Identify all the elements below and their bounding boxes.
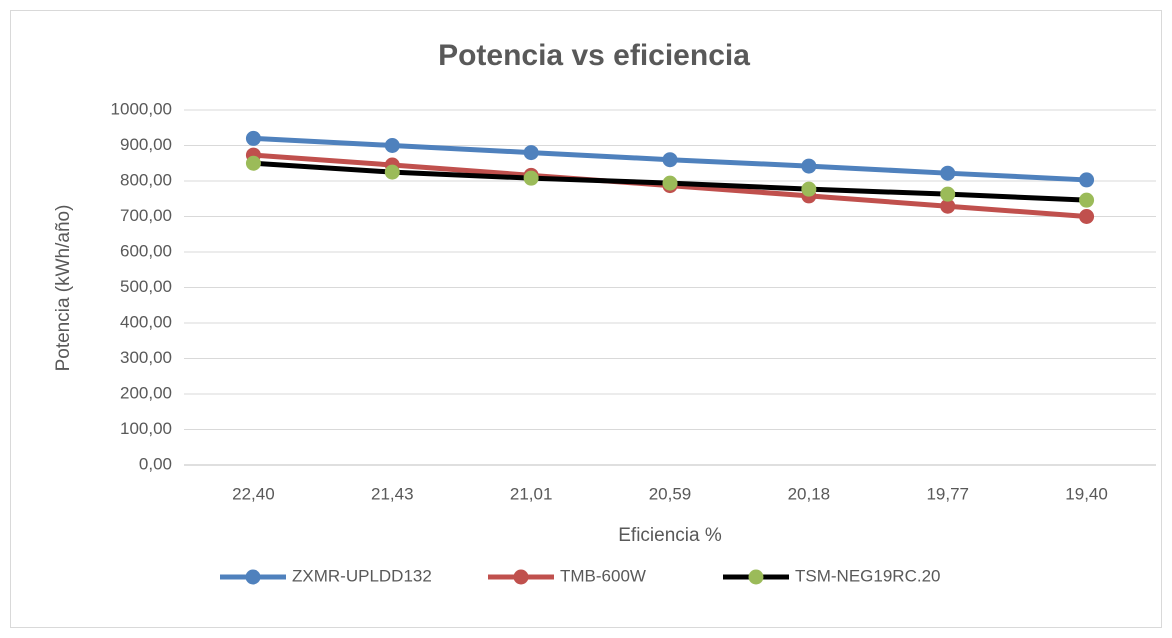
- x-tick-label: 20,18: [788, 484, 831, 503]
- y-tick-label: 800,00: [120, 170, 172, 189]
- series-marker: [245, 130, 261, 146]
- series-marker: [1079, 209, 1095, 224]
- series-marker: [384, 138, 400, 153]
- y-tick-label: 500,00: [120, 277, 172, 296]
- series-marker: [523, 145, 539, 161]
- y-tick-label: 900,00: [120, 135, 172, 154]
- x-axis-label: Eficiencia %: [618, 525, 722, 546]
- series-marker: [1079, 192, 1095, 208]
- y-tick-label: 100,00: [120, 419, 172, 438]
- series-marker: [384, 164, 400, 180]
- series-marker: [801, 158, 817, 174]
- x-tick-label: 22,40: [232, 484, 275, 503]
- y-tick-label: 0,00: [139, 454, 172, 473]
- series-marker: [940, 198, 956, 214]
- y-tick-label: 700,00: [120, 206, 172, 225]
- series-marker: [940, 186, 956, 202]
- series-marker: [662, 175, 678, 191]
- y-tick-label: 300,00: [120, 348, 172, 367]
- chart-title: Potencia vs eficiencia: [438, 39, 750, 72]
- y-tick-label: 1000,00: [111, 99, 172, 118]
- y-tick-label: 400,00: [120, 312, 172, 331]
- series-marker: [662, 152, 678, 168]
- x-tick-label: 19,77: [926, 484, 969, 503]
- legend-label: TMB-600W: [560, 566, 646, 585]
- legend-label: ZXMR-UPLDD132: [292, 566, 432, 585]
- series-marker: [1079, 172, 1095, 188]
- y-tick-label: 600,00: [120, 241, 172, 260]
- chart-border: [10, 10, 1162, 628]
- series-marker: [801, 181, 817, 197]
- series-marker: [523, 170, 539, 186]
- x-tick-label: 20,59: [649, 484, 692, 503]
- series-marker: [245, 155, 261, 171]
- legend-marker: [245, 569, 261, 585]
- legend-label: TSM-NEG19RC.20: [795, 566, 940, 585]
- y-tick-label: 200,00: [120, 383, 172, 402]
- series-marker: [940, 165, 956, 181]
- legend-marker: [748, 569, 764, 585]
- x-tick-label: 19,40: [1065, 484, 1108, 503]
- legend-marker: [513, 569, 529, 585]
- x-tick-label: 21,43: [371, 484, 414, 503]
- x-tick-label: 21,01: [510, 484, 553, 503]
- y-axis-label: Potencia (kWh/año): [53, 205, 74, 372]
